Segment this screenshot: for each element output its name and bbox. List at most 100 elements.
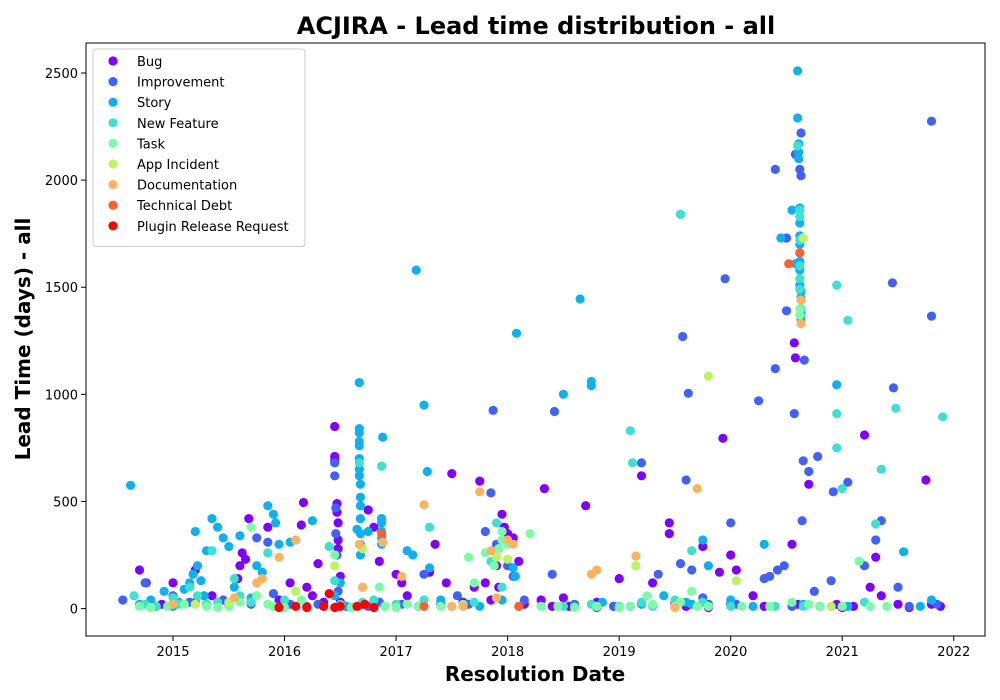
data-point bbox=[475, 487, 485, 497]
data-point bbox=[419, 569, 429, 579]
legend-marker bbox=[108, 77, 118, 87]
data-point bbox=[765, 571, 775, 582]
data-point bbox=[447, 601, 457, 612]
legend-marker bbox=[108, 138, 118, 148]
data-point bbox=[796, 128, 806, 138]
data-point bbox=[670, 602, 680, 613]
data-point bbox=[307, 516, 317, 526]
data-point bbox=[486, 546, 496, 556]
data-point bbox=[491, 593, 502, 603]
data-point bbox=[213, 602, 223, 613]
legend-entry: Plugin Release Request bbox=[137, 220, 289, 235]
data-point bbox=[790, 353, 801, 363]
data-point bbox=[324, 541, 334, 552]
data-point bbox=[793, 141, 803, 151]
data-point bbox=[779, 561, 789, 571]
data-point bbox=[854, 556, 864, 567]
data-point bbox=[244, 514, 254, 524]
data-point bbox=[703, 601, 714, 612]
series-task bbox=[134, 304, 892, 613]
data-point bbox=[804, 466, 814, 477]
data-point bbox=[787, 539, 797, 549]
data-point bbox=[720, 274, 730, 284]
data-point bbox=[549, 406, 560, 417]
data-point bbox=[497, 509, 507, 519]
data-point bbox=[525, 529, 535, 539]
data-point bbox=[397, 571, 407, 582]
data-point bbox=[424, 522, 435, 532]
data-point bbox=[781, 306, 792, 316]
data-point bbox=[614, 574, 624, 584]
data-point bbox=[419, 601, 429, 612]
data-point bbox=[915, 601, 925, 612]
data-point bbox=[229, 593, 239, 603]
data-point bbox=[263, 501, 273, 511]
data-point bbox=[865, 582, 875, 592]
data-point bbox=[146, 602, 156, 613]
data-point bbox=[876, 591, 886, 601]
data-point bbox=[458, 601, 468, 612]
data-point bbox=[683, 388, 693, 398]
data-point bbox=[331, 503, 341, 513]
data-point bbox=[888, 383, 899, 393]
data-point bbox=[796, 295, 806, 305]
data-point bbox=[687, 546, 697, 556]
data-point bbox=[397, 578, 407, 588]
data-point bbox=[224, 541, 234, 552]
data-point bbox=[687, 565, 697, 575]
data-point bbox=[625, 426, 635, 436]
data-point bbox=[330, 576, 340, 586]
data-point bbox=[363, 526, 373, 537]
data-point bbox=[302, 602, 312, 613]
data-point bbox=[681, 475, 691, 485]
x-tick-label: 2022 bbox=[937, 645, 970, 660]
x-tick-label: 2020 bbox=[714, 645, 747, 660]
data-point bbox=[581, 501, 591, 511]
data-point bbox=[519, 595, 529, 605]
data-point bbox=[795, 261, 805, 271]
data-point bbox=[627, 458, 638, 468]
data-point bbox=[797, 516, 807, 526]
data-point bbox=[298, 497, 309, 508]
data-point bbox=[268, 509, 278, 519]
data-point bbox=[494, 544, 504, 554]
data-point bbox=[408, 550, 418, 560]
data-point bbox=[876, 464, 886, 474]
legend-marker bbox=[108, 200, 118, 210]
data-point bbox=[510, 571, 520, 582]
data-point bbox=[279, 595, 290, 605]
data-point bbox=[636, 471, 647, 481]
data-point bbox=[185, 582, 195, 592]
legend-marker bbox=[108, 180, 118, 190]
x-axis-label: Resolution Date bbox=[445, 662, 625, 686]
legend-entry: App Incident bbox=[137, 158, 219, 173]
data-point bbox=[369, 602, 379, 613]
data-point bbox=[795, 218, 805, 228]
data-point bbox=[252, 533, 262, 543]
data-point bbox=[692, 484, 702, 494]
data-point bbox=[419, 595, 429, 605]
chart-title: ACJIRA - Lead time distribution - all bbox=[297, 12, 776, 40]
data-point bbox=[168, 599, 178, 609]
y-tick-label: 2500 bbox=[45, 67, 78, 82]
data-point bbox=[168, 593, 178, 603]
data-point bbox=[726, 601, 736, 612]
data-point bbox=[795, 304, 805, 314]
data-point bbox=[380, 601, 390, 612]
data-point bbox=[748, 591, 758, 601]
data-point bbox=[731, 565, 741, 575]
data-point bbox=[642, 591, 652, 601]
data-point bbox=[795, 274, 805, 284]
data-point bbox=[199, 591, 209, 601]
data-point bbox=[274, 552, 284, 562]
data-point bbox=[772, 565, 783, 575]
data-point bbox=[355, 479, 365, 489]
data-point bbox=[748, 601, 758, 612]
data-point bbox=[882, 601, 892, 612]
data-point bbox=[813, 451, 823, 462]
data-points bbox=[118, 66, 948, 613]
data-point bbox=[503, 554, 513, 564]
data-point bbox=[659, 591, 669, 601]
data-point bbox=[703, 561, 714, 571]
data-point bbox=[378, 432, 388, 442]
